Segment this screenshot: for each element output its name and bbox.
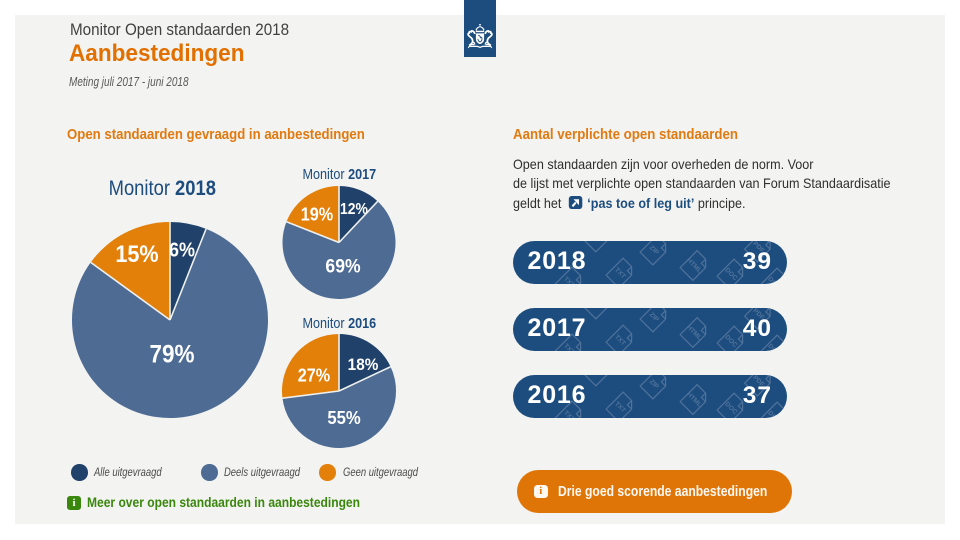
svg-text:HTML: HTML [685,390,703,408]
svg-text:ZIP: ZIP [648,311,661,324]
svg-text:DOC: DOC [723,266,738,281]
svg-text:DOC: DOC [766,342,781,350]
svg-text:ZIP: ZIP [648,378,661,391]
svg-text:HTML: HTML [685,323,703,341]
svg-text:TXT: TXT [613,266,627,280]
svg-text:TXT: TXT [562,342,576,350]
svg-text:ZIP: ZIP [591,375,604,378]
svg-text:TXT: TXT [562,409,576,417]
svg-text:TXT: TXT [613,400,627,414]
svg-text:DOC: DOC [766,275,781,283]
svg-text:HTML: HTML [685,256,703,274]
svg-text:ZIP: ZIP [591,241,604,244]
svg-text:DOC: DOC [766,409,781,417]
svg-text:TXT: TXT [562,275,576,283]
svg-text:DOC: DOC [723,333,738,348]
svg-text:DOC: DOC [723,400,738,415]
svg-text:ZIP: ZIP [591,308,604,311]
svg-text:TXT: TXT [613,333,627,347]
svg-text:ZIP: ZIP [648,244,661,257]
